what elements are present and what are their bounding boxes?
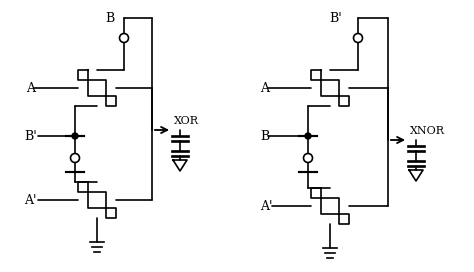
- Text: A': A': [24, 193, 36, 206]
- Circle shape: [71, 153, 80, 162]
- Text: B: B: [260, 129, 269, 143]
- Text: A': A': [260, 199, 273, 212]
- Text: B': B': [329, 12, 342, 25]
- Text: A: A: [26, 82, 35, 94]
- Text: XOR: XOR: [174, 116, 199, 126]
- Text: B: B: [105, 12, 115, 25]
- Circle shape: [305, 133, 311, 139]
- Text: XNOR: XNOR: [410, 126, 445, 136]
- Circle shape: [354, 33, 363, 42]
- Circle shape: [303, 153, 312, 162]
- Text: B': B': [24, 129, 37, 143]
- Circle shape: [119, 33, 128, 42]
- Text: A: A: [260, 82, 269, 94]
- Circle shape: [72, 133, 78, 139]
